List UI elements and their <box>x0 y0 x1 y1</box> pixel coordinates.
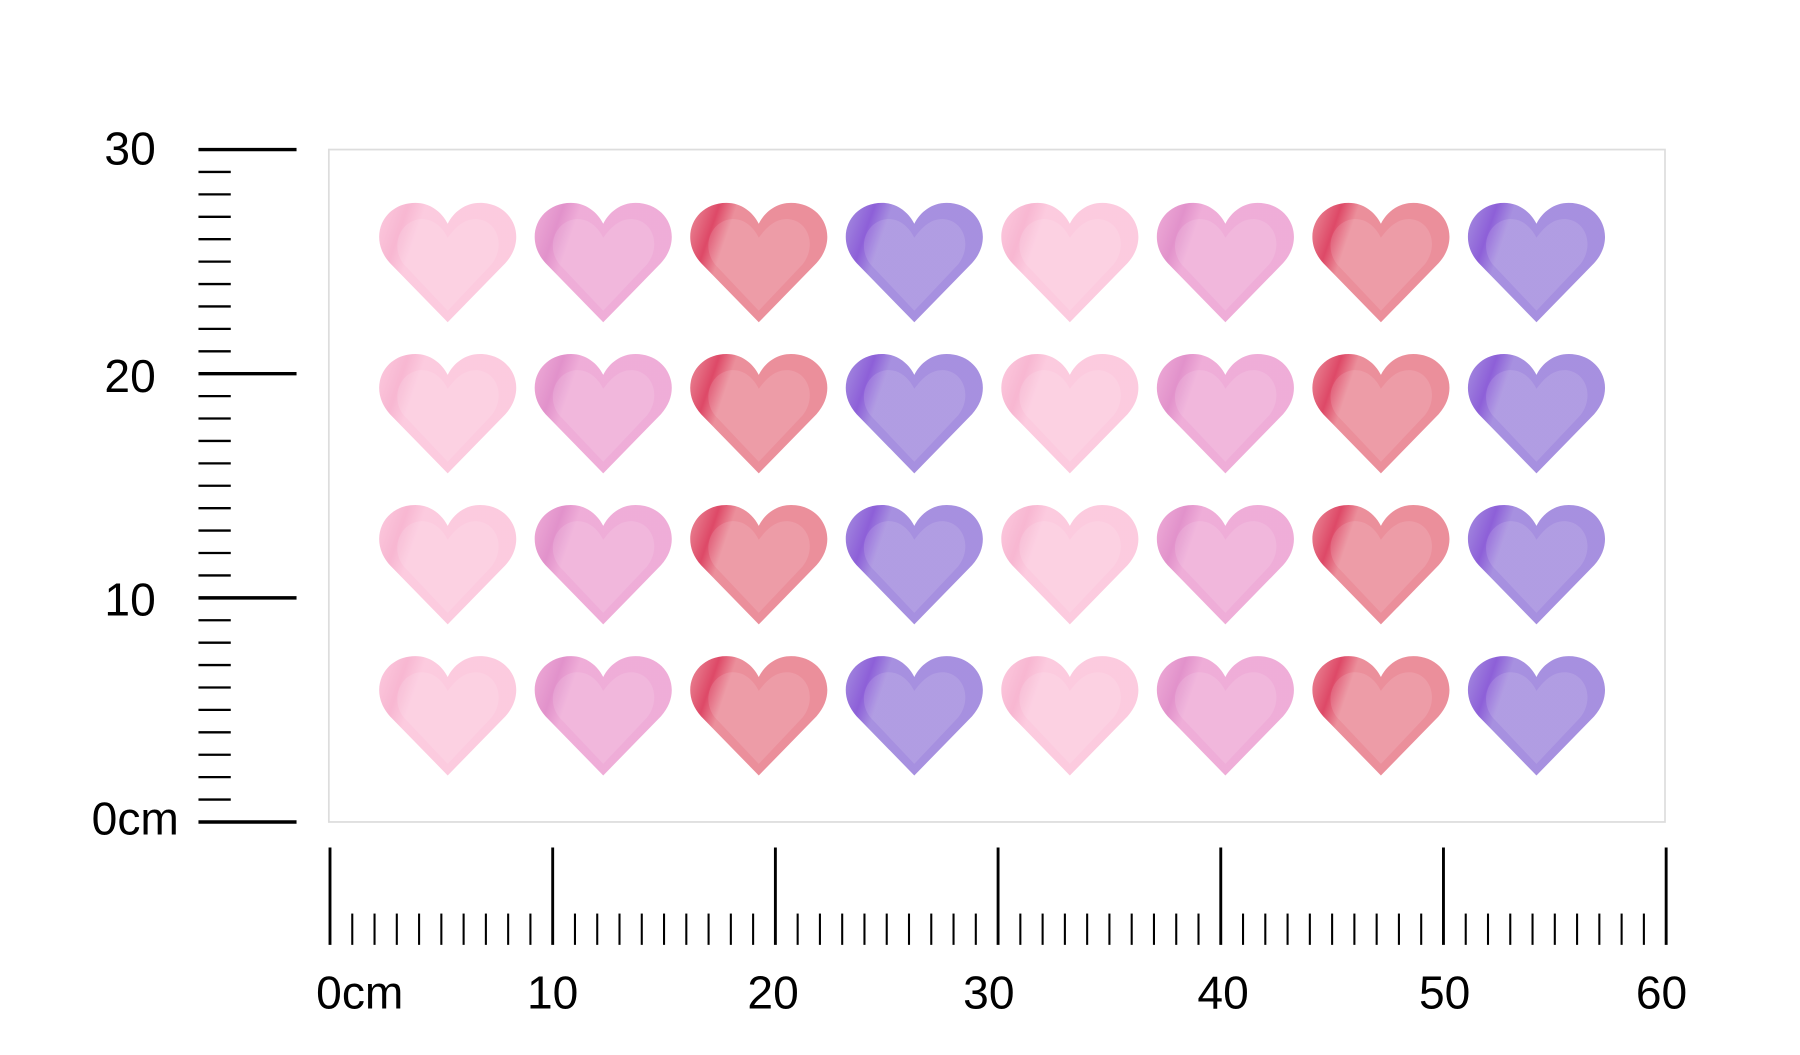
horizontal-label-50: 50 <box>1419 967 1470 1019</box>
vertical-label-30: 30 <box>104 123 155 175</box>
horizontal-label-0: 0cm <box>316 967 403 1019</box>
vertical-label-20: 20 <box>104 350 155 402</box>
heart-icon <box>379 353 517 474</box>
heart-icon <box>1312 656 1450 776</box>
heart-icon <box>534 505 672 625</box>
heart-grid <box>379 202 1606 776</box>
heart-icon <box>845 202 983 323</box>
heart-icon <box>1312 202 1450 323</box>
horizontal-label-30: 30 <box>963 967 1014 1019</box>
heart-icon <box>690 353 828 474</box>
heart-icon <box>379 656 517 776</box>
heart-icon <box>379 505 517 625</box>
vertical-label-0: 0cm <box>92 793 179 845</box>
horizontal-label-60: 60 <box>1636 967 1687 1019</box>
vertical-ruler <box>198 147 297 824</box>
heart-icon <box>1312 353 1450 474</box>
heart-icon <box>1467 353 1606 474</box>
heart-icon <box>690 505 828 625</box>
heart-icon <box>1156 656 1294 776</box>
heart-icon <box>845 505 983 625</box>
heart-icon <box>690 656 828 776</box>
sticker-sheet-border <box>327 148 1666 823</box>
horizontal-ruler <box>328 847 1668 945</box>
heart-icon <box>1467 202 1606 323</box>
heart-icon <box>1001 505 1139 625</box>
heart-icon <box>534 656 672 776</box>
heart-icon <box>1312 505 1450 625</box>
heart-icon <box>845 656 983 776</box>
vertical-ruler-labels: 0cm 10 20 30 <box>92 123 179 845</box>
horizontal-label-40: 40 <box>1197 967 1248 1019</box>
heart-icon <box>1001 202 1139 323</box>
heart-icon <box>534 353 672 474</box>
heart-icon <box>1156 505 1294 625</box>
vertical-label-10: 10 <box>104 574 155 626</box>
heart-icon <box>1001 353 1139 474</box>
heart-icon <box>1156 202 1294 323</box>
heart-icon <box>845 353 983 474</box>
horizontal-label-20: 20 <box>747 967 798 1019</box>
horizontal-label-10: 10 <box>527 967 578 1019</box>
heart-icon <box>1467 656 1606 776</box>
heart-icon <box>534 202 672 323</box>
heart-icon <box>1001 656 1139 776</box>
horizontal-ruler-labels: 0cm 10 20 30 40 50 60 <box>316 967 1687 1019</box>
heart-icon <box>379 202 517 323</box>
heart-icon <box>690 202 828 323</box>
heart-icon <box>1156 353 1294 474</box>
heart-icon <box>1467 505 1606 625</box>
